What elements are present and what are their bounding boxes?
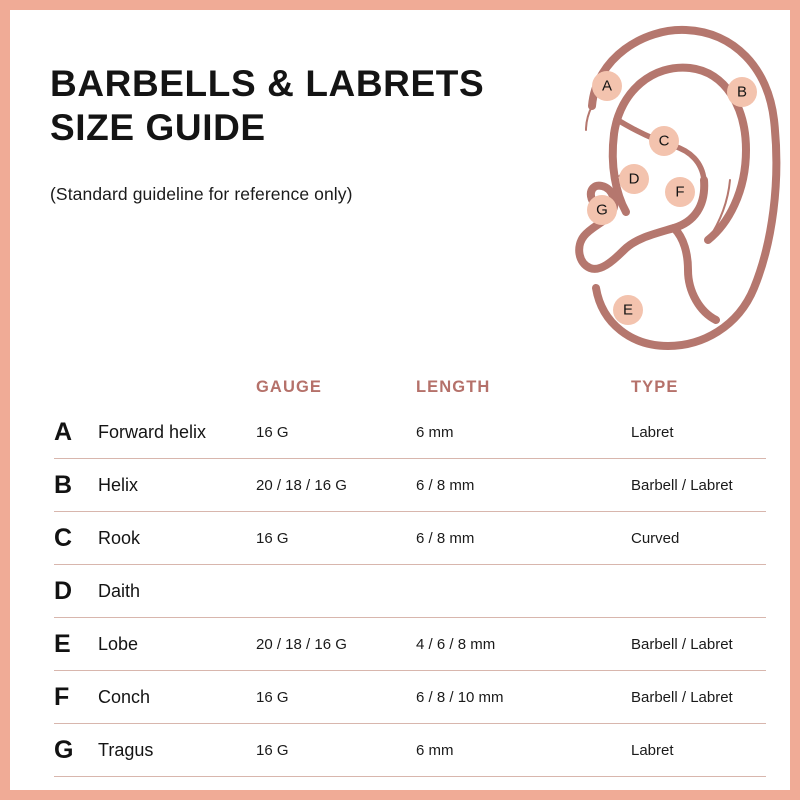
- row-gauge: 20 / 18 / 16 G: [256, 635, 347, 653]
- ear-badge-d-label: D: [629, 171, 640, 188]
- row-gauge: 16 G: [256, 688, 289, 706]
- row-type: Labret: [631, 741, 674, 759]
- ear-top-tip-path: [585, 105, 593, 131]
- ear-antihelix-path: [610, 63, 750, 244]
- row-letter: G: [54, 735, 74, 764]
- page-title: BARBELLS & LABRETS SIZE GUIDE: [50, 63, 485, 148]
- ear-diagram: A B C D E: [550, 16, 790, 356]
- heading-block: BARBELLS & LABRETS SIZE GUIDE (Standard …: [50, 62, 520, 205]
- row-gauge: 16 G: [256, 529, 289, 547]
- ear-badge-b: B: [727, 77, 757, 107]
- row-letter: E: [54, 629, 71, 658]
- row-length: 6 / 8 / 10 mm: [416, 688, 504, 706]
- table-row: A Forward helix 16 G 6 mm Labret: [54, 406, 766, 459]
- row-length: 6 / 8 mm: [416, 476, 475, 494]
- table-row: D Daith: [54, 565, 766, 618]
- row-type: Barbell / Labret: [631, 688, 733, 706]
- row-letter: B: [54, 470, 73, 499]
- ear-badge-e-label: E: [623, 302, 633, 319]
- table-row: C Rook 16 G 6 / 8 mm Curved: [54, 512, 766, 565]
- row-length: 6 mm: [416, 423, 454, 441]
- row-name: Rook: [98, 527, 141, 548]
- ear-badge-g: G: [587, 195, 617, 225]
- row-letter: A: [54, 417, 73, 446]
- row-name: Helix: [98, 474, 139, 495]
- row-length: 6 mm: [416, 741, 454, 759]
- row-name: Daith: [98, 580, 141, 601]
- row-type: Barbell / Labret: [631, 635, 733, 653]
- ear-antihelix-lower-path: [608, 130, 630, 216]
- size-table: GAUGE LENGTH TYPE A Forward helix 16 G 6…: [54, 378, 766, 777]
- header-type: TYPE: [631, 378, 679, 396]
- row-type: Labret: [631, 423, 674, 441]
- table-row: G Tragus 16 G 6 mm Labret: [54, 724, 766, 777]
- ear-badge-group: A B C D E: [587, 71, 757, 325]
- row-gauge: 16 G: [256, 741, 289, 759]
- row-name: Lobe: [98, 633, 139, 654]
- ear-badge-c: C: [649, 126, 679, 156]
- ear-lobe-front-path: [595, 287, 631, 339]
- row-type: Curved: [631, 529, 680, 547]
- ear-badge-f-label: F: [675, 184, 684, 201]
- ear-badge-f: F: [665, 177, 695, 207]
- row-letter: C: [54, 523, 73, 552]
- row-letter: F: [54, 682, 70, 711]
- table-row: F Conch 16 G 6 / 8 / 10 mm Barbell / Lab…: [54, 671, 766, 724]
- table-header-row: GAUGE LENGTH TYPE: [54, 378, 766, 406]
- ear-badge-g-label: G: [596, 202, 608, 219]
- ear-badge-c-label: C: [659, 133, 670, 150]
- row-length: 6 / 8 mm: [416, 529, 475, 547]
- ear-inner-fold-path: [707, 179, 731, 241]
- ear-antitragus-lobe-path: [670, 224, 720, 324]
- row-gauge: 16 G: [256, 423, 289, 441]
- row-gauge: 20 / 18 / 16 G: [256, 476, 347, 494]
- ear-badge-b-label: B: [737, 84, 747, 101]
- header-length: LENGTH: [416, 378, 491, 396]
- table-row: E Lobe 20 / 18 / 16 G 4 / 6 / 8 mm Barbe…: [54, 618, 766, 671]
- ear-badge-d: D: [619, 164, 649, 194]
- row-length: 4 / 6 / 8 mm: [416, 635, 496, 653]
- row-name: Tragus: [98, 739, 154, 760]
- ear-badge-a: A: [592, 71, 622, 101]
- ear-badge-e: E: [613, 295, 643, 325]
- table-row: B Helix 20 / 18 / 16 G 6 / 8 mm Barbell …: [54, 459, 766, 512]
- ear-outer-helix-path: [588, 25, 781, 350]
- page-subtitle: (Standard guideline for reference only): [50, 184, 353, 204]
- header-gauge: GAUGE: [256, 378, 323, 396]
- row-type: Barbell / Labret: [631, 476, 733, 494]
- row-name: Forward helix: [98, 421, 207, 442]
- ear-badge-a-label: A: [602, 78, 612, 95]
- row-letter: D: [54, 576, 73, 605]
- row-name: Conch: [98, 686, 151, 707]
